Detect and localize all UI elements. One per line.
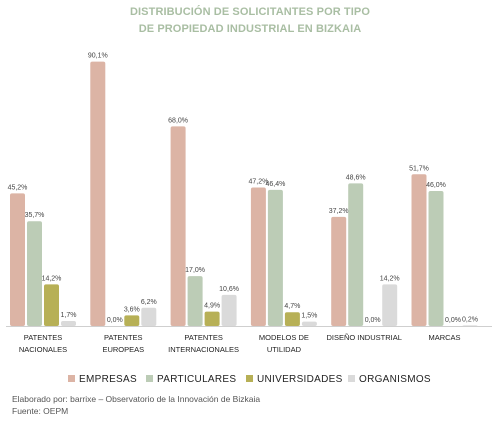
bar-particulares-0 [27,221,42,326]
bar-universidades-1 [124,315,140,326]
bar-organismos-1 [141,307,157,326]
category-label-4-0: DISEÑO INDUSTRIAL [326,333,401,342]
data-label-organismos-2: 10,6% [219,286,239,293]
data-label-universidades-5: 0,0% [445,317,461,324]
data-label-particulares-2: 17,0% [185,267,205,274]
chart-title-line-1: DISTRIBUCIÓN DE SOLICITANTES POR TIPO [129,6,370,18]
data-label-universidades-1: 3,6% [124,306,140,313]
data-label-empresas-2: 68,0% [168,117,188,124]
bar-universidades-2 [204,311,220,326]
data-label-empresas-1: 90,1% [88,53,108,60]
data-label-universidades-2: 4,9% [204,303,220,310]
footer-source: Fuente: OEPM [12,406,69,416]
bar-universidades-0 [44,284,59,326]
bar-organismos-5 [462,325,478,326]
bar-organismos-0 [61,321,76,326]
data-label-universidades-0: 14,2% [42,275,62,282]
data-label-particulares-5: 46,0% [426,182,446,189]
category-label-3-0: MODELOS DE [259,333,309,342]
bar-particulares-4 [348,183,364,326]
bar-empresas-4 [331,216,347,326]
category-label-0-0: PATENTES [24,333,62,342]
bar-particulares-5 [428,191,444,326]
data-label-particulares-4: 48,6% [346,174,366,181]
legend-swatch-organismos [348,375,355,382]
data-label-particulares-1: 0,0% [107,317,123,324]
data-label-organismos-0: 1,7% [61,312,77,319]
footer-credit: Elaborado por: barrixe – Observatorio de… [12,394,261,404]
category-label-2-1: INTERNACIONALES [168,345,239,354]
data-label-empresas-3: 47,2% [248,178,268,185]
legend-label-universidades: UNIVERSIDADES [257,374,343,385]
category-label-1-1: EUROPEAS [102,345,144,354]
legend-swatch-universidades [246,375,253,382]
legend-label-empresas: EMPRESAS [79,374,137,385]
category-label-3-1: UTILIDAD [267,345,302,354]
data-label-empresas-0: 45,2% [8,184,28,191]
chart-title: DISTRIBUCIÓN DE SOLICITANTES POR TIPO DE… [0,4,500,38]
bar-empresas-3 [250,187,266,326]
bar-empresas-0 [10,193,25,326]
chart-title-line-2: DE PROPIEDAD INDUSTRIAL EN BIZKAIA [138,23,362,35]
bar-empresas-5 [411,174,427,326]
bar-empresas-2 [170,126,186,326]
legend-label-particulares: PARTICULARES [157,374,236,385]
data-label-organismos-3: 1,5% [301,313,317,320]
legend-swatch-particulares [146,375,153,382]
bar-empresas-1 [90,61,106,327]
data-label-organismos-5: 0,2% [462,316,478,323]
data-label-particulares-0: 35,7% [25,212,45,219]
category-label-2-0: PATENTES [184,333,222,342]
bar-organismos-3 [301,321,317,326]
category-label-1-0: PATENTES [104,333,142,342]
data-label-organismos-4: 14,2% [380,275,400,282]
category-label-0-1: NACIONALES [19,345,67,354]
bar-particulares-3 [267,189,283,326]
bar-particulares-2 [187,276,203,326]
data-label-empresas-4: 37,2% [329,208,349,215]
legend-label-organismos: ORGANISMOS [359,374,431,385]
data-label-empresas-5: 51,7% [409,165,429,172]
data-label-organismos-1: 6,2% [141,299,157,306]
data-label-universidades-3: 4,7% [284,303,300,310]
data-label-universidades-4: 0,0% [365,317,381,324]
legend-swatch-empresas [68,375,75,382]
bar-universidades-3 [284,312,300,326]
data-label-particulares-3: 46,4% [265,181,285,188]
bar-organismos-2 [221,294,237,326]
category-label-5-0: MARCAS [428,333,460,342]
bar-organismos-4 [382,284,398,326]
